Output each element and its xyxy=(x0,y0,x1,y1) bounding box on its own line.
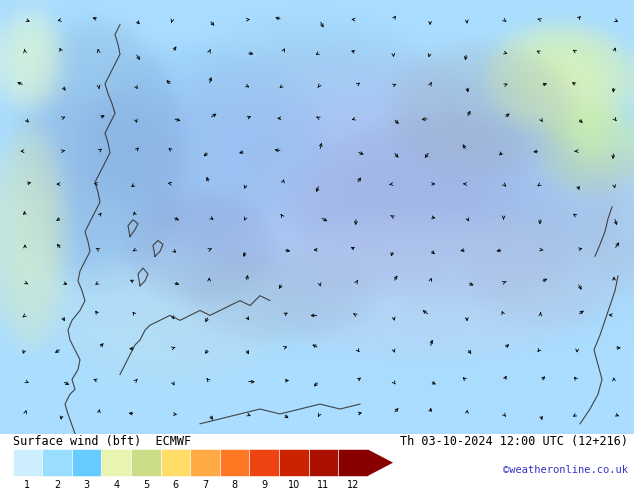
Text: 9: 9 xyxy=(261,480,267,490)
Text: ©weatheronline.co.uk: ©weatheronline.co.uk xyxy=(503,465,628,475)
Bar xyxy=(279,449,309,476)
Polygon shape xyxy=(368,449,393,476)
Bar xyxy=(160,449,190,476)
Text: 8: 8 xyxy=(231,480,238,490)
Text: Surface wind (bft)  ECMWF: Surface wind (bft) ECMWF xyxy=(13,435,191,448)
Text: 12: 12 xyxy=(347,480,359,490)
Text: 6: 6 xyxy=(172,480,178,490)
Bar xyxy=(190,449,220,476)
Text: 11: 11 xyxy=(317,480,330,490)
Bar xyxy=(309,449,338,476)
Text: Th 03-10-2024 12:00 UTC (12+216): Th 03-10-2024 12:00 UTC (12+216) xyxy=(399,435,628,448)
Bar xyxy=(249,449,279,476)
Text: 7: 7 xyxy=(202,480,208,490)
Bar xyxy=(338,449,368,476)
Bar xyxy=(220,449,249,476)
Bar xyxy=(101,449,131,476)
Bar xyxy=(42,449,72,476)
Text: 10: 10 xyxy=(288,480,300,490)
Bar xyxy=(72,449,101,476)
Bar xyxy=(13,449,42,476)
Bar xyxy=(131,449,160,476)
Text: 3: 3 xyxy=(84,480,89,490)
Text: 4: 4 xyxy=(113,480,119,490)
Text: 1: 1 xyxy=(25,480,30,490)
Text: 5: 5 xyxy=(143,480,149,490)
Text: 2: 2 xyxy=(54,480,60,490)
